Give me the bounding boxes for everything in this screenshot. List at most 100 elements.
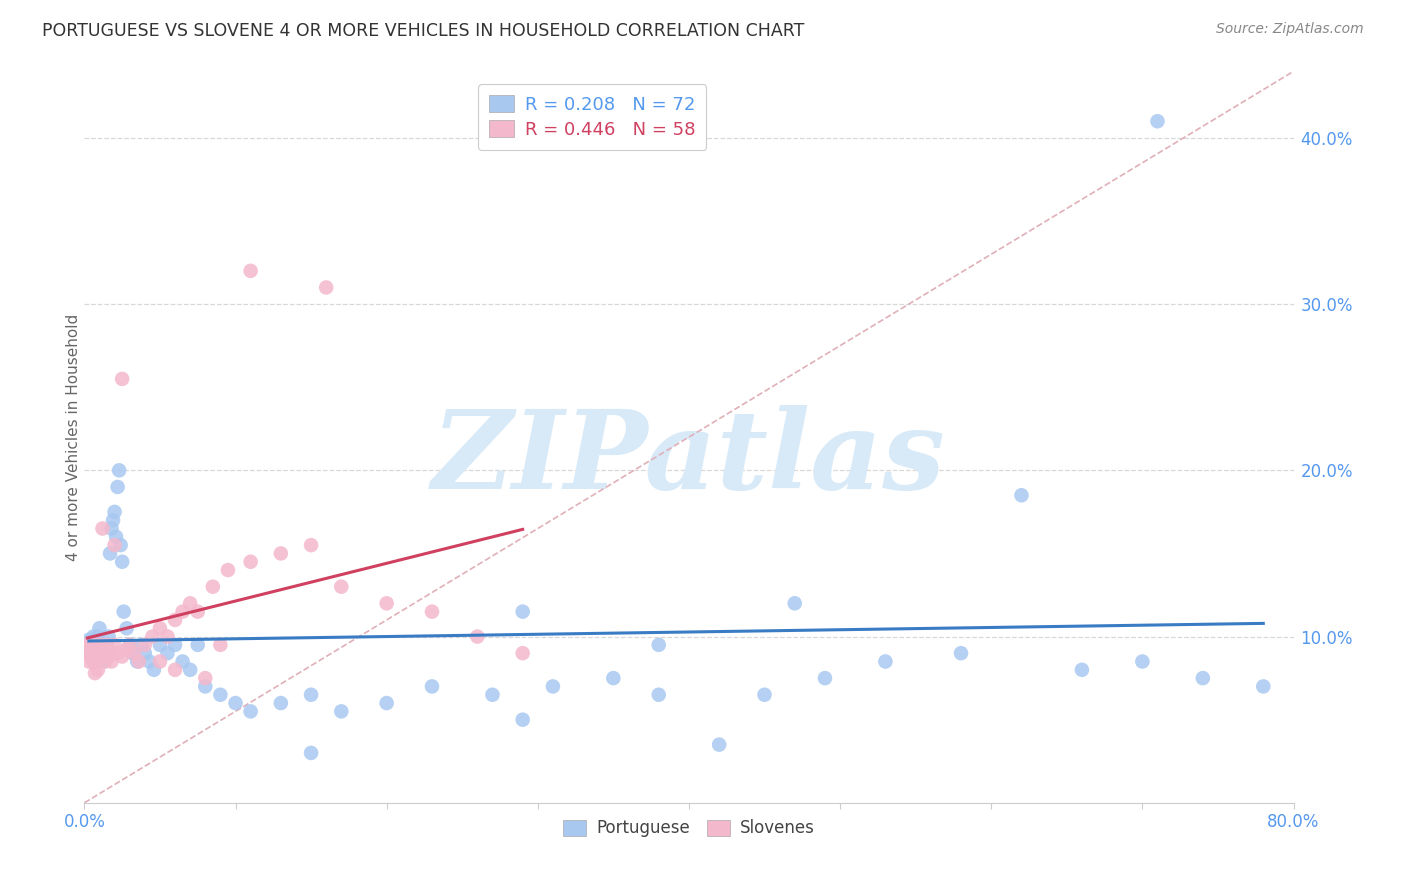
Point [86,643,108,657]
Point [98,646,121,660]
Point [107,646,129,660]
Point [156,646,179,660]
Point [79,638,101,652]
Point [1192,671,1215,685]
Point [91,521,114,535]
Point [79,649,101,664]
Point [375,696,398,710]
Point [101,513,124,527]
Point [93,646,115,660]
Point [128,655,150,669]
Point [107,480,129,494]
Point [217,563,239,577]
Point [201,580,224,594]
Point [82,655,104,669]
Text: ZIPatlas: ZIPatlas [432,405,946,513]
Point [111,555,134,569]
Point [420,680,443,694]
Point [104,505,127,519]
Point [84,646,107,660]
Point [87,663,110,677]
Text: Source: ZipAtlas.com: Source: ZipAtlas.com [1216,22,1364,37]
Point [89,638,111,652]
Point [90,643,112,657]
Point [187,638,209,652]
Point [86,636,108,650]
Point [648,688,671,702]
Point [80,649,103,664]
Point [97,649,120,664]
Point [111,372,134,386]
Point [76,638,98,652]
Point [94,649,117,664]
Point [118,638,141,652]
Point [111,649,134,664]
Point [91,649,114,664]
Point [96,638,118,652]
Point [149,621,172,635]
Point [239,264,262,278]
Point [84,666,107,681]
Point [950,646,973,660]
Point [84,646,107,660]
Point [77,632,100,647]
Point [165,638,187,652]
Point [315,280,337,294]
Point [172,655,194,669]
Point [330,705,353,719]
Point [80,649,103,664]
Point [134,646,156,660]
Point [80,643,103,657]
Point [512,646,534,660]
Point [754,688,776,702]
Point [100,655,122,669]
Point [299,688,322,702]
Point [87,638,110,652]
Point [270,696,292,710]
Point [91,655,114,669]
Point [1253,680,1275,694]
Point [165,613,187,627]
Point [330,580,353,594]
Point [87,630,110,644]
Point [94,655,117,669]
Point [165,663,187,677]
Point [96,638,118,652]
Point [138,655,160,669]
Point [512,605,534,619]
Point [541,680,564,694]
Point [82,655,104,669]
Point [783,596,806,610]
Point [602,671,624,685]
Point [709,738,731,752]
Point [89,649,111,664]
Point [299,538,322,552]
Point [90,638,112,652]
Point [225,696,247,710]
Point [1130,655,1153,669]
Point [121,646,143,660]
Legend: Portuguese, Slovenes: Portuguese, Slovenes [554,811,824,846]
Point [1011,488,1033,502]
Point [194,680,217,694]
Point [112,605,135,619]
Point [105,530,128,544]
Point [512,713,534,727]
Point [108,463,131,477]
Point [149,638,172,652]
Point [131,638,153,652]
Point [104,638,127,652]
Point [481,688,503,702]
Point [79,643,101,657]
Point [179,596,201,610]
Point [142,663,165,677]
Point [1146,114,1168,128]
Point [82,630,104,644]
Point [648,638,671,652]
Y-axis label: 4 or more Vehicles in Household: 4 or more Vehicles in Household [66,313,80,561]
Point [93,643,115,657]
Point [239,705,262,719]
Point [98,546,121,560]
Point [122,646,145,660]
Point [375,596,398,610]
